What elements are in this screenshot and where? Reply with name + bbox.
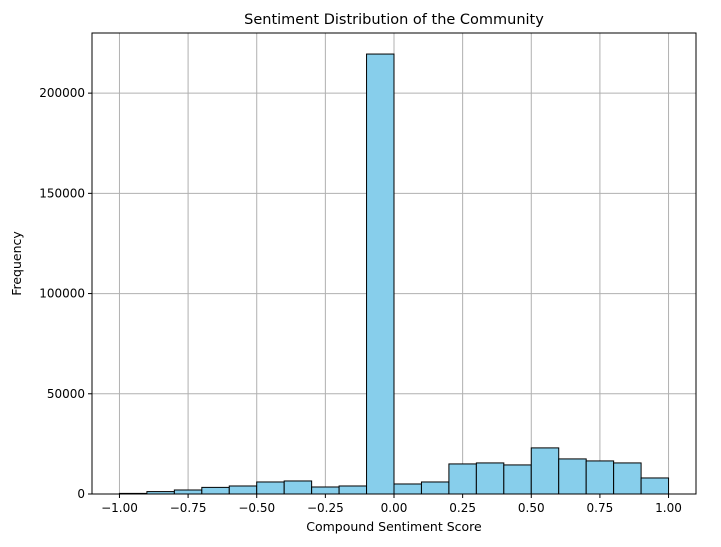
histogram-bar bbox=[475, 462, 505, 495]
x-tick-label: −0.75 bbox=[170, 501, 207, 515]
histogram-bar bbox=[283, 480, 313, 495]
histogram-bar bbox=[420, 481, 450, 495]
x-tick-label: 1.00 bbox=[655, 501, 682, 515]
histogram-bar bbox=[503, 464, 532, 495]
y-axis-label: Frequency bbox=[9, 231, 24, 296]
histogram-bar bbox=[530, 447, 560, 495]
chart-title: Sentiment Distribution of the Community bbox=[244, 12, 544, 28]
histogram-bar bbox=[640, 477, 670, 495]
x-tick-label: 0.25 bbox=[449, 501, 476, 515]
histogram-bar bbox=[366, 53, 395, 495]
x-tick-label: −0.50 bbox=[238, 501, 275, 515]
histogram-bar bbox=[585, 460, 615, 495]
histogram-bar bbox=[311, 486, 340, 495]
y-tick-label: 100000 bbox=[39, 287, 85, 301]
histogram-bar bbox=[173, 489, 203, 495]
x-tick-label: −1.00 bbox=[101, 501, 138, 515]
y-tick-label: 0 bbox=[77, 487, 85, 501]
histogram-bar bbox=[448, 463, 477, 495]
histogram-bar bbox=[338, 485, 368, 495]
x-tick-label: 0.00 bbox=[381, 501, 408, 515]
x-tick-label: 0.50 bbox=[518, 501, 545, 515]
histogram-bar bbox=[393, 483, 422, 495]
histogram-bar bbox=[558, 458, 587, 495]
histogram-bar bbox=[228, 485, 258, 495]
histogram-bar bbox=[201, 486, 230, 495]
ticks-layer: −1.00 −0.75 −0.50 −0.25 0.00 0.25 0.50 0.75 1.00… bbox=[39, 86, 682, 515]
x-tick-label: −0.25 bbox=[307, 501, 344, 515]
x-tick-label: 0.75 bbox=[587, 501, 614, 515]
y-tick-label: 150000 bbox=[39, 186, 85, 200]
y-tick-label: 200000 bbox=[39, 86, 85, 100]
x-axis-label: Compound Sentiment Score bbox=[306, 519, 482, 534]
y-tick-label: 50000 bbox=[47, 387, 85, 401]
histogram-bar bbox=[613, 462, 642, 495]
histogram-bar bbox=[256, 481, 285, 495]
